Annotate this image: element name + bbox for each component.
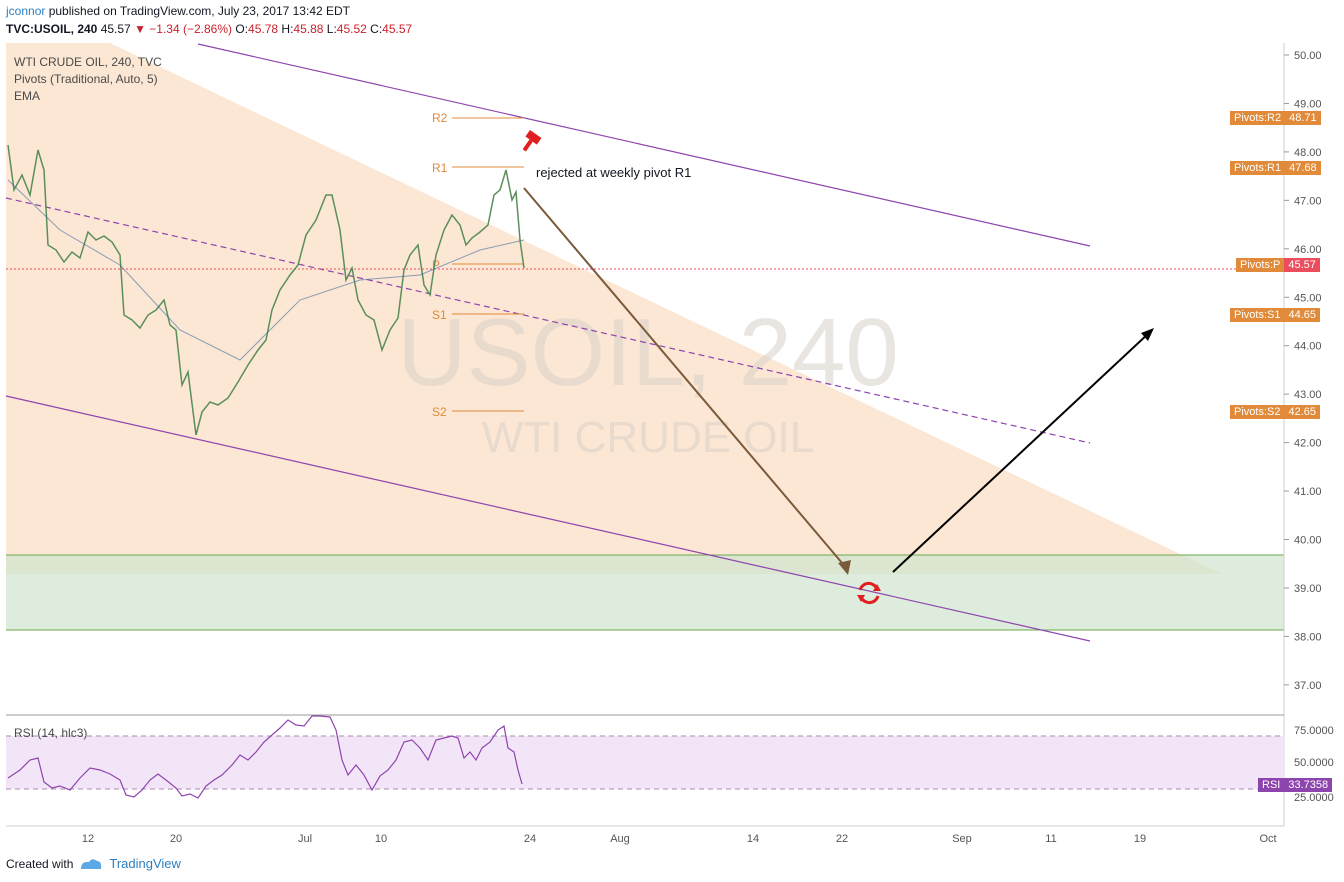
- time-tick-label: 24: [524, 833, 536, 845]
- time-tick-label: 10: [375, 833, 387, 845]
- publish-info: jconnor published on TradingView.com, Ju…: [6, 4, 350, 18]
- channel-mid-line[interactable]: [5, 197, 1091, 444]
- triangle-pattern: [6, 43, 1222, 574]
- close-label: C:: [370, 22, 383, 36]
- symbol-name[interactable]: TVC:USOIL, 240: [6, 22, 98, 36]
- pivot-p-tag-label: Pivots:P: [1236, 258, 1285, 272]
- rsi-axis[interactable]: 75.0000 50.0000 25.0000: [1294, 725, 1334, 804]
- legend-pivots[interactable]: Pivots (Traditional, Auto, 5): [14, 72, 158, 86]
- price-series[interactable]: [7, 144, 525, 436]
- pivot-s1-tag: Pivots:S1 44.65: [1230, 308, 1320, 322]
- footer: Created with TradingView: [6, 856, 181, 871]
- study-legend[interactable]: WTI CRUDE OIL, 240, TVC Pivots (Traditio…: [14, 54, 162, 105]
- arrow-down[interactable]: [523, 187, 849, 571]
- pivot-r1-tag: Pivots:R1 47.68: [1230, 161, 1321, 175]
- watermark-symbol: USOIL, 240: [397, 299, 899, 406]
- price-tick-label: 43.00: [1294, 389, 1322, 401]
- rsi-line[interactable]: [7, 715, 523, 799]
- rsi-tag-label: RSI: [1258, 778, 1285, 792]
- high-value: 45.88: [293, 22, 324, 36]
- rsi-tag: RSI 33.7358: [1258, 778, 1333, 792]
- pivot-s2-tag-value: 42.65: [1284, 405, 1320, 419]
- tradingview-logo-icon: [81, 858, 102, 869]
- price-tick-label: 46.00: [1294, 244, 1322, 256]
- price-tick-label: 40.00: [1294, 535, 1322, 547]
- pivot-p-label: P: [432, 258, 440, 272]
- rsi-band: [6, 736, 1284, 789]
- high-label: H:: [281, 22, 294, 36]
- rsi-tick-label: 25.0000: [1294, 792, 1334, 804]
- pivot-r1-tag-label: Pivots:R1: [1230, 161, 1286, 175]
- pivot-r2-tag-value: 48.71: [1285, 111, 1321, 125]
- pivot-s1-tag-label: Pivots:S1: [1230, 308, 1285, 322]
- pivot-r2-tag: Pivots:R2 48.71: [1230, 111, 1321, 125]
- time-tick-label: 20: [170, 833, 182, 845]
- symbol-info: TVC:USOIL, 240 45.57 ▼ −1.34 (−2.86%) O:…: [6, 22, 412, 36]
- time-axis[interactable]: 12 20 Jul 10 24 Aug 14 22 Sep 11 19 Oct: [82, 833, 1277, 845]
- time-tick-label: Sep: [952, 833, 972, 845]
- gavel-icon: [522, 130, 542, 152]
- pivot-s1-tag-value: 44.65: [1284, 308, 1320, 322]
- open-value: 45.78: [248, 22, 279, 36]
- pivot-r1-label: R1: [432, 161, 448, 175]
- arrow-up[interactable]: [892, 331, 1151, 573]
- time-tick-label: 14: [747, 833, 759, 845]
- price-tick-label: 50.00: [1294, 50, 1322, 62]
- price-tick-label: 42.00: [1294, 438, 1322, 450]
- price-tick-label: 45.00: [1294, 292, 1322, 304]
- time-tick-label: Jul: [298, 833, 312, 845]
- publish-text: published on TradingView.com, July 23, 2…: [45, 4, 350, 18]
- low-label: L:: [326, 22, 337, 36]
- time-tick-label: Oct: [1259, 833, 1276, 845]
- channel-upper-line[interactable]: [197, 43, 1091, 247]
- channel-lower-line[interactable]: [5, 395, 1091, 642]
- footer-created: Created with: [6, 856, 74, 871]
- pivot-r2-tag-label: Pivots:R2: [1230, 111, 1286, 125]
- author-link[interactable]: jconnor: [6, 4, 46, 18]
- support-zone: [6, 555, 1284, 630]
- legend-ema[interactable]: EMA: [14, 89, 41, 103]
- pivot-lines: [452, 117, 524, 412]
- time-tick-label: 19: [1134, 833, 1146, 845]
- price-tick-label: 41.00: [1294, 486, 1322, 498]
- ema-line: [7, 179, 525, 361]
- last-price: 45.57: [100, 22, 131, 36]
- rsi-tick-label: 50.0000: [1294, 757, 1334, 769]
- pivot-p-tag: Pivots:P 45.57: [1236, 258, 1320, 272]
- pivot-s2-tag: Pivots:S2 42.65: [1230, 405, 1320, 419]
- open-label: O:: [235, 22, 249, 36]
- price-tick-label: 49.00: [1294, 98, 1322, 110]
- price-tick-label: 47.00: [1294, 195, 1322, 207]
- time-tick-label: Aug: [610, 833, 630, 845]
- price-tick-label: 44.00: [1294, 341, 1322, 353]
- price-axis[interactable]: 50.00 49.00 48.00 47.00 46.00 45.00 44.00 43.00…: [1284, 50, 1322, 692]
- time-tick-label: 11: [1045, 833, 1056, 845]
- low-value: 45.52: [336, 22, 367, 36]
- price-tick-label: 48.00: [1294, 147, 1322, 159]
- pivot-s2-label: S2: [432, 405, 447, 419]
- rsi-tag-value: 33.7358: [1284, 778, 1333, 792]
- pivot-s1-label: S1: [432, 308, 447, 322]
- price-tick-label: 37.00: [1294, 680, 1322, 692]
- annotation-note[interactable]: rejected at weekly pivot R1: [532, 163, 696, 182]
- pivot-s2-tag-label: Pivots:S2: [1230, 405, 1285, 419]
- pivot-r2-label: R2: [432, 111, 448, 125]
- legend-series[interactable]: WTI CRUDE OIL, 240, TVC: [14, 55, 162, 69]
- price-tick-label: 38.00: [1294, 631, 1322, 643]
- footer-brand[interactable]: TradingView: [109, 856, 181, 871]
- rsi-legend[interactable]: RSI (14, hlc3): [14, 726, 88, 740]
- pivot-p-tag-value: 45.57: [1284, 258, 1320, 272]
- close-value: 45.57: [382, 22, 413, 36]
- time-tick-label: 12: [82, 833, 94, 845]
- watermark-name: WTI CRUDE OIL: [482, 413, 814, 462]
- reversal-icon: [857, 581, 881, 605]
- rsi-tick-label: 75.0000: [1294, 725, 1334, 737]
- price-tick-label: 39.00: [1294, 583, 1322, 595]
- pivot-r1-tag-value: 47.68: [1285, 161, 1321, 175]
- time-tick-label: 22: [836, 833, 848, 845]
- price-change: ▼ −1.34 (−2.86%): [134, 22, 233, 36]
